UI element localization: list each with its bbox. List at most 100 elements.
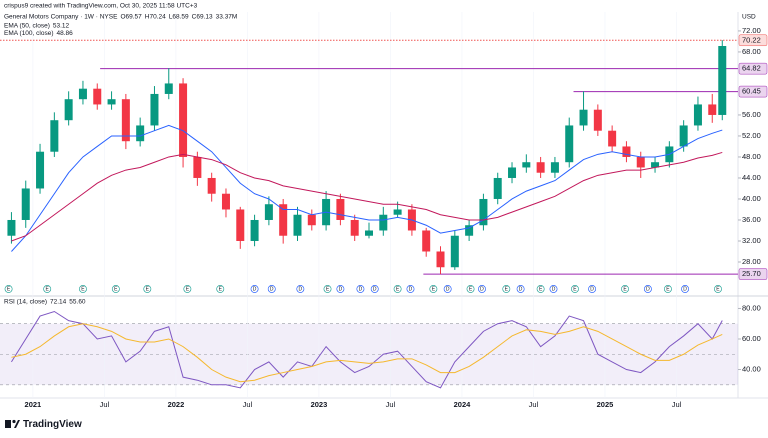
candle <box>336 193 345 226</box>
candle-body <box>307 214 316 226</box>
event-label: D <box>359 287 363 293</box>
candle <box>622 141 631 163</box>
candle <box>307 209 316 231</box>
event-marker <box>502 285 511 293</box>
candle-body <box>221 193 230 210</box>
event-marker <box>356 285 365 293</box>
ohlc-label: H <box>145 14 150 21</box>
event-marker <box>79 285 87 293</box>
event-marker <box>516 285 525 293</box>
candle <box>150 86 159 131</box>
candle-body <box>64 99 73 121</box>
candle <box>651 156 660 173</box>
event-marker <box>267 285 276 293</box>
candle-body <box>436 251 445 268</box>
x-tick-label: Jul <box>100 400 110 409</box>
candle <box>36 143 45 194</box>
event-marker <box>621 285 629 293</box>
event-label: E <box>666 287 670 293</box>
event-label: D <box>590 287 594 293</box>
legend-name: EMA (100, close) <box>4 30 54 37</box>
level-label-box <box>738 34 768 47</box>
candle-body <box>93 88 102 105</box>
legend-value: 53.12 <box>53 23 70 30</box>
legend-name: EMA (50, close) <box>4 23 50 30</box>
event-label: E <box>716 287 720 293</box>
event-marker <box>250 285 259 293</box>
event-marker <box>588 285 597 293</box>
x-tick-label: 2021 <box>25 400 42 409</box>
event-marker <box>143 285 152 293</box>
level-label-box <box>738 85 768 98</box>
candle-body <box>50 120 59 152</box>
rsi-y-tick-label: 80.00 <box>742 303 761 312</box>
ohlc-value: 69.57 <box>126 14 143 21</box>
event-label: E <box>114 287 118 293</box>
candle-body <box>522 162 531 168</box>
candle <box>250 214 259 247</box>
candle-body <box>207 177 216 194</box>
y-tick-label: 44.00 <box>742 173 761 182</box>
legend-name: RSI (14, close) <box>4 299 47 306</box>
x-tick-label: 2023 <box>311 400 328 409</box>
candle-body <box>279 204 288 236</box>
event-marker <box>443 285 452 293</box>
candle-body <box>179 83 188 157</box>
candle <box>593 104 602 136</box>
candle <box>422 227 431 257</box>
candle-body <box>107 99 116 105</box>
brand-logo <box>5 419 20 428</box>
ohlc-value: 69.13 <box>196 14 213 21</box>
event-marker <box>393 285 402 293</box>
event-label: E <box>46 287 50 293</box>
rsi-y-tick-label: 60.00 <box>742 334 761 343</box>
event-label: E <box>326 287 330 293</box>
event-marker <box>549 285 558 293</box>
candle <box>365 222 373 239</box>
y-tick-label: 40.00 <box>742 194 761 203</box>
candle <box>221 188 230 218</box>
candle <box>693 96 702 131</box>
event-label: E <box>219 287 223 293</box>
candle-body <box>78 88 87 100</box>
candle-body <box>708 104 717 115</box>
candle <box>465 219 474 241</box>
event-label: D <box>519 287 523 293</box>
event-label: E <box>505 287 509 293</box>
candle <box>550 156 559 178</box>
brand: TradingView <box>23 419 82 430</box>
candle <box>508 162 517 184</box>
candle <box>522 154 531 173</box>
candle <box>565 117 574 168</box>
candle-body <box>718 45 727 115</box>
candle <box>21 180 30 228</box>
event-label: D <box>253 287 257 293</box>
candle-body <box>36 151 45 189</box>
ohlc-label: L <box>169 14 173 21</box>
y-tick-label: 72.00 <box>742 26 761 35</box>
candle-body <box>536 162 545 173</box>
event-label: D <box>480 287 484 293</box>
candle <box>121 93 130 150</box>
candle-body <box>693 104 702 126</box>
y-tick-label: 32.00 <box>742 236 761 245</box>
candle-body <box>508 167 517 178</box>
level-label: 64.82 <box>742 64 761 73</box>
event-marker <box>571 285 579 293</box>
y-tick-label: 52.00 <box>742 131 761 140</box>
event-label: D <box>339 287 343 293</box>
event-label: E <box>432 287 436 293</box>
event-marker <box>296 285 305 293</box>
volume-value: 33.37M <box>216 14 238 21</box>
event-marker <box>643 285 652 293</box>
rsi-y-tick-label: 40.00 <box>742 365 761 374</box>
candle <box>579 91 588 131</box>
event-marker <box>323 285 332 293</box>
candle <box>279 198 288 244</box>
candle <box>718 40 727 121</box>
event-marker <box>714 285 722 293</box>
x-tick-label: 2025 <box>597 400 614 409</box>
level-label: 60.45 <box>742 87 761 96</box>
candle <box>636 151 645 178</box>
level-label: 70.22 <box>742 35 761 44</box>
